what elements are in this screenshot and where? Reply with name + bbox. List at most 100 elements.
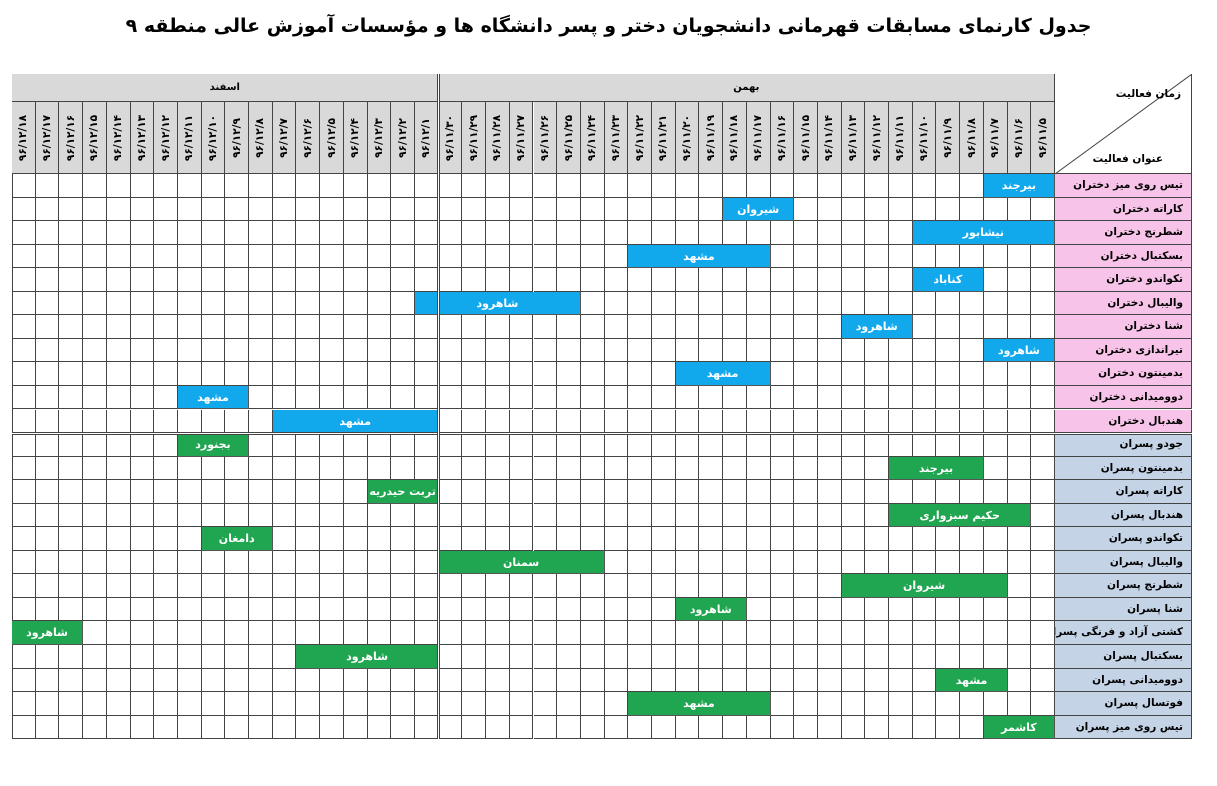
grid-cell — [580, 197, 605, 222]
activity-label: بسکتبال پسران — [1055, 645, 1192, 669]
grid-cell — [59, 197, 84, 222]
grid-cell — [391, 692, 415, 716]
grid-cell — [343, 291, 368, 316]
date-label: ۹۶/۱۱/۱۰ — [918, 114, 931, 161]
grid-cell — [557, 315, 581, 339]
grid-cell — [746, 597, 771, 622]
grid-cell — [272, 527, 297, 551]
grid-cell — [154, 291, 178, 316]
grid-cell — [486, 385, 510, 410]
grid-cell — [130, 315, 155, 339]
grid-cell — [249, 668, 273, 693]
grid-cell — [723, 409, 747, 434]
grid-cell — [794, 574, 818, 598]
grid-cell — [533, 338, 558, 363]
grid-cell — [509, 338, 534, 363]
date-label: ۹۶/۱۱/۲۹ — [467, 114, 480, 161]
grid-cell — [652, 291, 676, 316]
activity-label: تیراندازی دختران — [1055, 338, 1192, 363]
grid-cell — [1031, 503, 1055, 528]
grid-cell — [272, 385, 297, 410]
grid-cell — [675, 480, 700, 504]
grid-cell — [225, 291, 250, 316]
grid-cell — [272, 221, 297, 245]
grid-cell — [272, 668, 297, 693]
grid-cell — [723, 527, 747, 551]
grid-cell — [865, 221, 890, 245]
grid-cell — [983, 409, 1008, 434]
grid-cell — [154, 244, 178, 269]
grid-cell — [249, 715, 273, 740]
grid-cell — [557, 221, 581, 245]
grid-cell — [391, 315, 415, 339]
grid-cell — [699, 645, 724, 669]
grid-cell — [817, 574, 842, 598]
grid-cell — [320, 221, 344, 245]
date-label: ۹۶/۱۲/۹ — [230, 117, 243, 158]
grid-cell — [841, 197, 866, 222]
grid-cell — [272, 362, 297, 386]
grid-cell — [817, 244, 842, 269]
grid-cell — [865, 268, 890, 292]
grid-cell — [59, 715, 84, 740]
grid-cell — [154, 409, 178, 434]
grid-cell — [367, 503, 392, 528]
grid-cell — [865, 668, 890, 693]
grid-cell — [83, 268, 107, 292]
grid-cell — [841, 503, 866, 528]
grid-cell — [770, 668, 795, 693]
grid-cell — [414, 362, 439, 386]
date-label: ۹۶/۱۱/۱۲ — [870, 114, 883, 161]
grid-cell — [1031, 315, 1055, 339]
grid-cell — [865, 550, 890, 575]
grid-cell — [675, 268, 700, 292]
grid-cell — [201, 268, 226, 292]
grid-cell — [509, 621, 534, 645]
grid-cell — [486, 621, 510, 645]
date-header: ۹۶/۱۱/۲۸ — [486, 102, 510, 174]
grid-cell — [177, 645, 202, 669]
grid-cell — [414, 268, 439, 292]
grid-cell — [225, 338, 250, 363]
grid-cell — [936, 480, 961, 504]
grid-cell — [343, 244, 368, 269]
date-header: ۹۶/۱۲/۳ — [367, 102, 392, 174]
month-separator — [436, 74, 440, 740]
grid-cell — [983, 291, 1008, 316]
grid-cell — [414, 621, 439, 645]
grid-cell — [889, 597, 913, 622]
grid-cell — [249, 692, 273, 716]
grid-cell — [391, 338, 415, 363]
grid-cell — [841, 385, 866, 410]
grid-cell — [746, 433, 771, 457]
grid-cell — [604, 174, 629, 198]
grid-cell — [462, 362, 487, 386]
grid-cell — [794, 197, 818, 222]
grid-cell — [130, 692, 155, 716]
grid-cell — [533, 385, 558, 410]
grid-cell — [130, 621, 155, 645]
grid-cell — [604, 315, 629, 339]
grid-cell — [889, 362, 913, 386]
grid-cell — [746, 338, 771, 363]
event-bar: شاهرود — [675, 597, 747, 622]
date-label: ۹۶/۱۲/۱۴ — [112, 114, 125, 161]
grid-cell — [438, 244, 463, 269]
date-label: ۹۶/۱۱/۲۸ — [491, 114, 504, 161]
grid-cell — [912, 645, 937, 669]
grid-cell — [296, 385, 321, 410]
group-separator — [12, 432, 1192, 436]
grid-cell — [12, 668, 36, 693]
date-label: ۹۶/۱۱/۲۰ — [681, 114, 694, 161]
grid-cell — [130, 221, 155, 245]
grid-cell — [59, 291, 84, 316]
grid-cell — [59, 645, 84, 669]
activity-label: شطرنج دختران — [1055, 221, 1192, 245]
grid-cell — [83, 597, 107, 622]
grid-cell — [201, 645, 226, 669]
grid-cell — [1007, 291, 1032, 316]
grid-cell — [106, 668, 131, 693]
grid-cell — [960, 197, 984, 222]
grid-cell — [889, 692, 913, 716]
corner-activity-label: عنوان فعالیت — [1092, 153, 1163, 165]
